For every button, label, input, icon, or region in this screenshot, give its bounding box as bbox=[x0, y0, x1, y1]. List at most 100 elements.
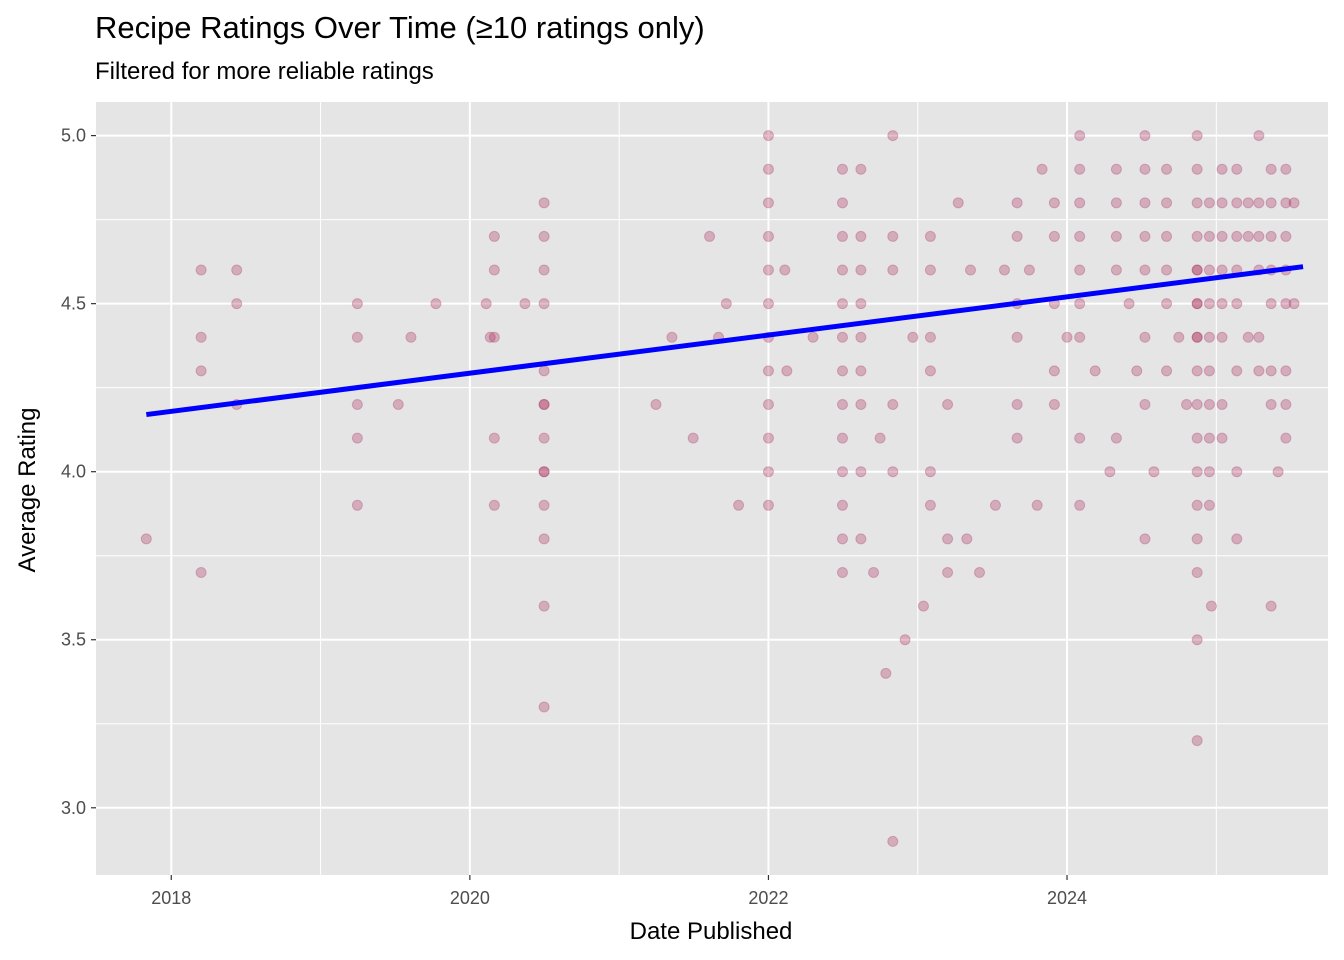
data-point bbox=[952, 197, 964, 209]
data-point bbox=[1036, 163, 1048, 175]
data-point bbox=[1280, 230, 1292, 242]
y-tick-label: 3.5 bbox=[61, 630, 86, 650]
data-point bbox=[874, 432, 886, 444]
data-point bbox=[1061, 331, 1073, 343]
data-point bbox=[538, 365, 550, 377]
data-point bbox=[974, 567, 986, 579]
data-point bbox=[1191, 331, 1203, 343]
data-point bbox=[195, 365, 207, 377]
data-point bbox=[942, 398, 954, 410]
data-point bbox=[1191, 264, 1203, 276]
data-point bbox=[887, 398, 899, 410]
data-point bbox=[1011, 197, 1023, 209]
data-point bbox=[1280, 365, 1292, 377]
data-point bbox=[907, 331, 919, 343]
data-point bbox=[733, 499, 745, 511]
y-tick-label: 3.0 bbox=[61, 798, 86, 818]
data-point bbox=[1139, 533, 1151, 545]
y-tick-label: 4.0 bbox=[61, 462, 86, 482]
data-point bbox=[1231, 163, 1243, 175]
data-point bbox=[762, 432, 774, 444]
data-point bbox=[1161, 163, 1173, 175]
data-point bbox=[1048, 398, 1060, 410]
data-point bbox=[1205, 600, 1217, 612]
data-point bbox=[1191, 230, 1203, 242]
data-point bbox=[924, 365, 936, 377]
data-point bbox=[1110, 197, 1122, 209]
data-point bbox=[836, 499, 848, 511]
data-point bbox=[1161, 298, 1173, 310]
data-point bbox=[538, 432, 550, 444]
data-point bbox=[1265, 298, 1277, 310]
data-point bbox=[1161, 264, 1173, 276]
data-point bbox=[1265, 230, 1277, 242]
data-point bbox=[538, 466, 550, 478]
data-point bbox=[1191, 466, 1203, 478]
data-point bbox=[1074, 499, 1086, 511]
chart-subtitle: Filtered for more reliable ratings bbox=[95, 58, 434, 85]
data-point bbox=[836, 197, 848, 209]
data-point bbox=[1242, 230, 1254, 242]
data-point bbox=[855, 398, 867, 410]
data-point bbox=[1253, 130, 1265, 142]
data-point bbox=[836, 432, 848, 444]
data-point bbox=[1253, 230, 1265, 242]
data-point bbox=[855, 298, 867, 310]
x-tick-label: 2022 bbox=[748, 888, 788, 908]
data-point bbox=[1242, 197, 1254, 209]
data-point bbox=[1231, 298, 1243, 310]
data-point bbox=[1123, 298, 1135, 310]
data-point bbox=[1110, 230, 1122, 242]
data-point bbox=[1191, 398, 1203, 410]
data-point bbox=[430, 298, 442, 310]
data-point bbox=[488, 432, 500, 444]
data-point bbox=[1203, 466, 1215, 478]
data-point bbox=[1048, 197, 1060, 209]
data-point bbox=[855, 466, 867, 478]
data-point bbox=[836, 331, 848, 343]
data-point bbox=[855, 533, 867, 545]
data-point bbox=[1216, 398, 1228, 410]
data-point bbox=[538, 701, 550, 713]
data-point bbox=[1191, 735, 1203, 747]
data-point bbox=[538, 298, 550, 310]
data-point bbox=[868, 567, 880, 579]
data-point bbox=[1191, 264, 1203, 276]
data-point bbox=[488, 331, 500, 343]
data-point bbox=[836, 567, 848, 579]
data-point bbox=[1011, 230, 1023, 242]
data-point bbox=[1089, 365, 1101, 377]
trend-line bbox=[145, 264, 1304, 418]
data-point bbox=[1280, 163, 1292, 175]
data-point bbox=[1074, 264, 1086, 276]
data-point bbox=[666, 331, 678, 343]
data-point bbox=[887, 264, 899, 276]
data-point bbox=[1191, 432, 1203, 444]
data-point bbox=[538, 533, 550, 545]
data-point bbox=[855, 230, 867, 242]
data-point bbox=[392, 398, 404, 410]
data-point bbox=[1203, 230, 1215, 242]
data-point bbox=[1242, 331, 1254, 343]
data-point bbox=[855, 365, 867, 377]
data-point bbox=[1265, 163, 1277, 175]
data-point bbox=[836, 264, 848, 276]
data-point bbox=[1074, 130, 1086, 142]
data-point bbox=[538, 398, 550, 410]
data-point bbox=[1139, 331, 1151, 343]
data-point bbox=[1074, 230, 1086, 242]
data-point bbox=[965, 264, 977, 276]
data-point bbox=[488, 499, 500, 511]
y-tick-label: 5.0 bbox=[61, 126, 86, 146]
chart-title: Recipe Ratings Over Time (≥10 ratings on… bbox=[95, 10, 705, 45]
data-point bbox=[779, 264, 791, 276]
data-point bbox=[1139, 197, 1151, 209]
data-point bbox=[942, 533, 954, 545]
data-point bbox=[1191, 365, 1203, 377]
data-point bbox=[1191, 634, 1203, 646]
data-point bbox=[538, 466, 550, 478]
y-tick-label: 4.5 bbox=[61, 294, 86, 314]
data-point bbox=[195, 264, 207, 276]
data-point bbox=[1161, 230, 1173, 242]
